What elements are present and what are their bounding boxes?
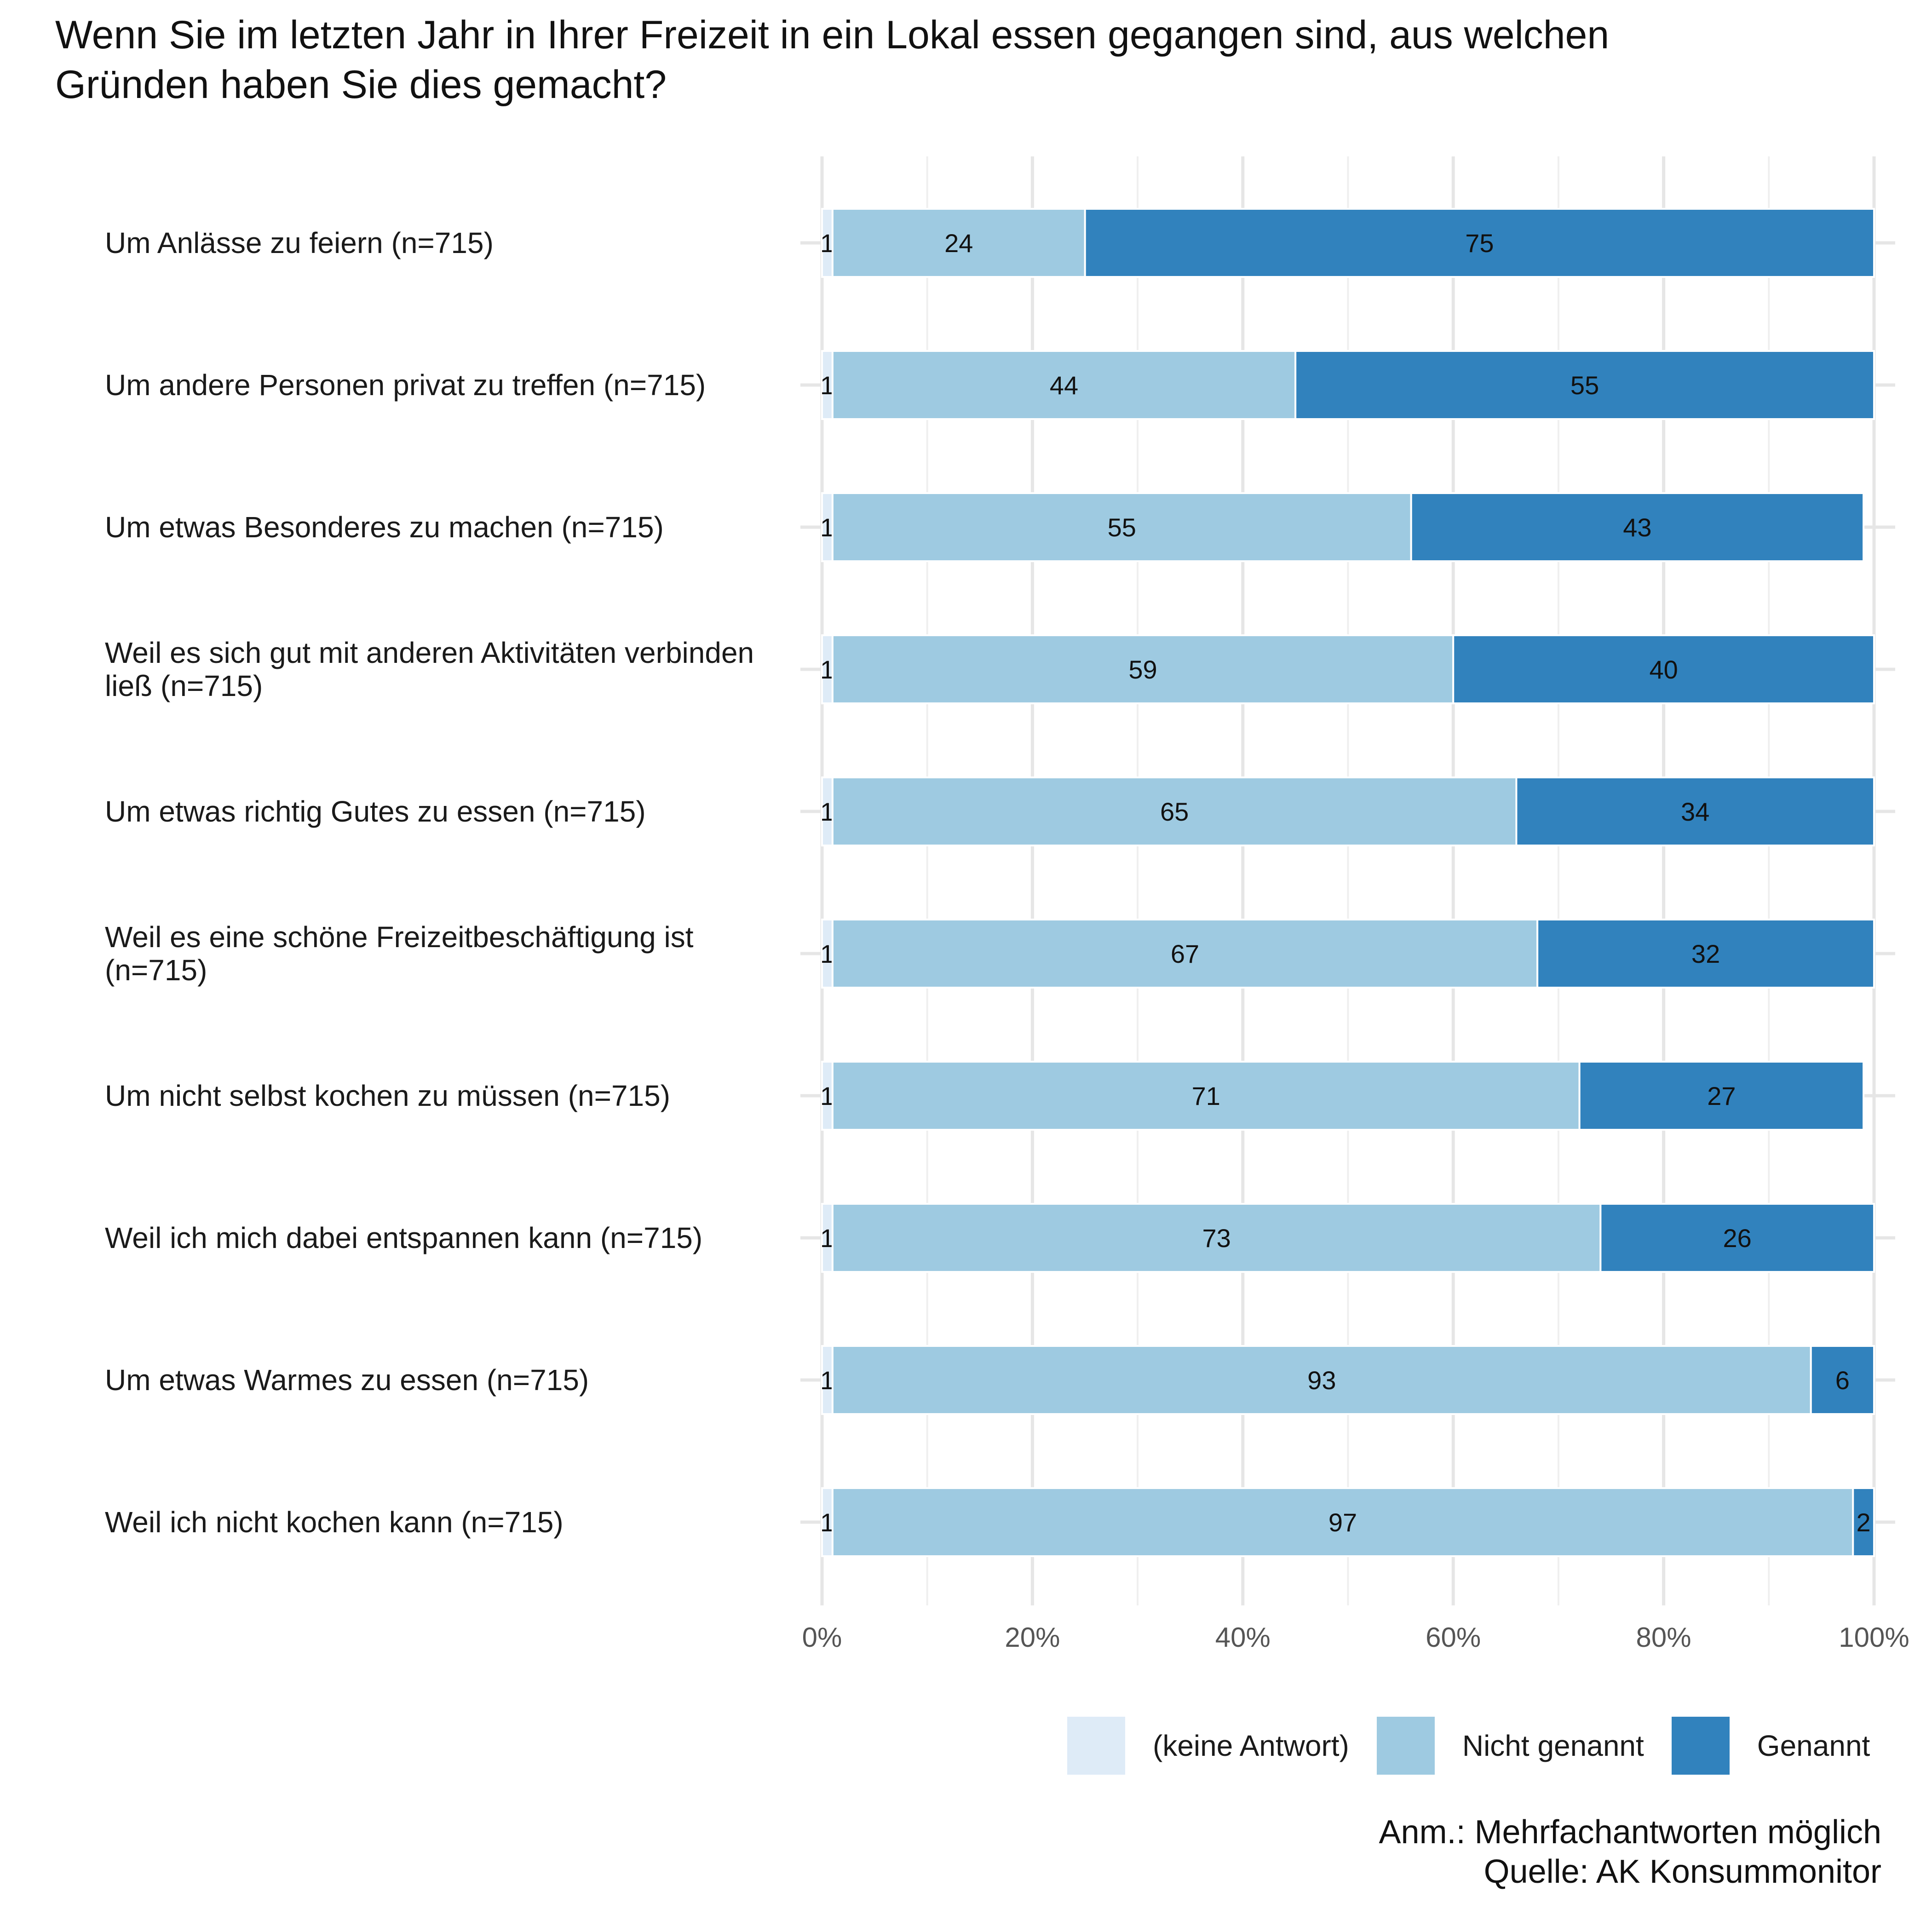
bar-segment [831,919,1539,989]
bar-segment [831,1487,1854,1557]
bar-value-label: 55 [1108,513,1136,542]
category-label: Um etwas Warmes zu essen (n=715) [105,1363,589,1397]
legend-label: Nicht genannt [1462,1729,1644,1762]
legend-swatch [1376,1717,1435,1775]
x-tick-label: 40% [1215,1622,1271,1653]
bar-value-label: 93 [1307,1366,1336,1395]
bar-value-label: 59 [1128,655,1157,684]
bar-value-label: 55 [1570,371,1599,400]
bar-segment [831,1203,1602,1273]
bar-value-label: 27 [1707,1081,1736,1110]
bar-row: 1 65 34 [820,776,1875,846]
bar-segment [1410,492,1865,562]
x-tick-label: 80% [1636,1622,1691,1653]
bar-segment [1536,919,1875,989]
category-label: Um andere Personen privat zu treffen (n=… [105,368,706,402]
x-tick-label: 20% [1005,1622,1060,1653]
bar-value-label: 2 [1857,1508,1871,1537]
legend-swatch [1067,1717,1125,1775]
stacked-bar-chart: 1 24 751 44 551 55 431 59 401 65 341 67 321 71 271 73 26… [105,156,1909,1653]
bar-row: 1 93 6 [820,1345,1875,1415]
bar-segment [1452,634,1875,704]
category-label: Um Anlässe zu feiern (n=715) [105,226,494,259]
bar-segment [1515,776,1875,846]
bar-segment [831,1061,1581,1131]
bar-row: 1 67 32 [820,919,1875,989]
category-label: Weil es eine schöne Freizeitbeschäftigun… [105,920,694,987]
x-tick-label: 0% [802,1622,842,1653]
category-label: Weil ich mich dabei entspannen kann (n=7… [105,1221,702,1254]
legend-label: Genannt [1757,1729,1870,1762]
x-tick-label: 60% [1426,1622,1481,1653]
bar-segment [831,1345,1812,1415]
bar-value-label: 97 [1328,1508,1357,1537]
category-label: Um nicht selbst kochen zu müssen (n=715) [105,1079,670,1112]
legend-swatch [1671,1717,1730,1775]
x-tick-label: 100% [1839,1622,1909,1653]
note-multiple-answers: Anm.: Mehrfachantworten möglich [1379,1814,1881,1851]
bar-value-label: 65 [1160,797,1189,826]
bar-value-label: 67 [1171,939,1199,968]
bar-value-label: 32 [1691,939,1720,968]
category-label: Weil es sich gut mit anderen Aktivitäten… [105,636,754,702]
bar-segment [1852,1487,1875,1557]
bar-value-label: 6 [1835,1366,1850,1395]
bar-segment [1294,350,1875,420]
bar-value-label: 44 [1050,371,1078,400]
category-labels: Um Anlässe zu feiern (n=715) Um andere Pe… [105,226,754,1539]
legend: (keine Antwort) Nicht genannt Genannt [1067,1716,1898,1776]
bars: 1 24 751 44 551 55 431 59 401 65 341 67 321 71 271 73 26… [820,208,1875,1557]
bar-value-label: 34 [1681,797,1709,826]
bar-row: 1 71 27 [820,1061,1865,1131]
bar-row: 1 59 40 [820,634,1875,704]
note-source: Quelle: AK Konsummonitor [1484,1853,1881,1890]
bar-segment [831,634,1455,704]
bar-segment [831,492,1412,562]
bar-segment [1599,1203,1875,1273]
bar-row: 1 73 26 [820,1203,1875,1273]
legend-label: (keine Antwort) [1153,1729,1349,1762]
category-label: Um etwas richtig Gutes zu essen (n=715) [105,795,646,828]
bar-value-label: 26 [1723,1224,1752,1253]
bar-segment [1578,1061,1865,1131]
bar-value-label: 71 [1192,1081,1220,1110]
chart-title: Wenn Sie im letzten Jahr in Ihrer Freize… [55,13,1610,107]
bar-row: 1 55 43 [820,492,1865,562]
bar-row: 1 97 2 [820,1487,1875,1557]
bar-segment [1084,208,1875,278]
legend-item: (keine Antwort) [1067,1717,1349,1775]
legend-item: Genannt [1671,1717,1870,1775]
bar-row: 1 24 75 [820,208,1875,278]
bar-value-label: 75 [1465,229,1494,258]
bar-segment [831,776,1518,846]
bar-value-label: 73 [1202,1224,1230,1253]
bar-segment [1810,1345,1875,1415]
bar-row: 1 44 55 [820,350,1875,420]
category-label: Weil ich nicht kochen kann (n=715) [105,1506,564,1539]
bar-segment [831,350,1297,420]
bar-value-label: 43 [1623,513,1651,542]
category-label: Um etwas Besonderes zu machen (n=715) [105,511,664,544]
bar-value-label: 40 [1649,655,1678,684]
x-axis-ticks: 0% 20% 40% 60% 80% 100% [802,1622,1909,1653]
chart-notes: Anm.: Mehrfachantworten möglich Quelle: … [1379,1812,1881,1892]
bar-value-label: 24 [944,229,973,258]
legend-item: Nicht genannt [1376,1717,1644,1775]
